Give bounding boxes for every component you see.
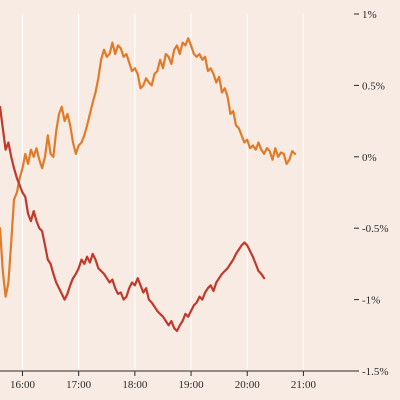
x-tick-label-5: 21:00	[291, 379, 317, 391]
y-tick-label-3: -0.5%	[362, 223, 389, 235]
x-tick-label-4: 20:00	[235, 379, 261, 391]
y-tick-label-4: -1%	[362, 295, 380, 307]
x-tick-label-0: 16:00	[10, 379, 36, 391]
x-tick-label-3: 19:00	[179, 379, 205, 391]
y-tick-label-1: 0.5%	[362, 80, 385, 92]
x-tick-label-2: 18:00	[122, 379, 148, 391]
y-tick-label-2: 0%	[362, 152, 377, 164]
series-line-2	[0, 105, 266, 333]
series-lines	[0, 37, 297, 333]
x-tick-label-1: 17:00	[66, 379, 92, 391]
tick-labels: 16:00 17:00 18:00 19:00 20:00 21:00 1% 0.5% 0% -0…	[10, 9, 389, 391]
gridlines	[21, 14, 304, 371]
y-tick-label-5: -1.5%	[362, 366, 389, 378]
y-tick-label-0: 1%	[362, 9, 377, 21]
series-line-1	[0, 37, 297, 298]
axes	[0, 13, 359, 376]
